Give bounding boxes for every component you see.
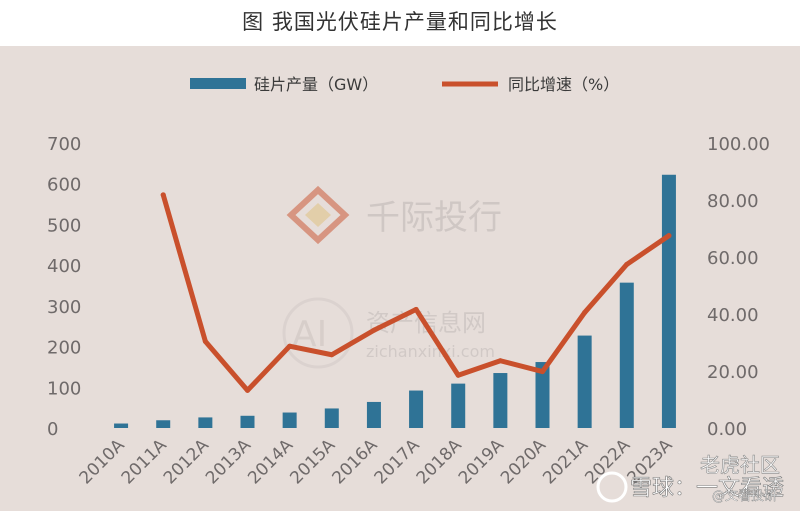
line-point bbox=[287, 343, 293, 349]
left-tick-label: 700 bbox=[47, 134, 81, 155]
watermark-logo-icon bbox=[286, 185, 350, 245]
x-tick-label: 2020A bbox=[497, 435, 550, 488]
line-point bbox=[540, 369, 545, 375]
x-tick-label: 2019A bbox=[455, 435, 508, 488]
legend-bar-label: 硅片产量（GW） bbox=[254, 75, 378, 94]
line-point bbox=[455, 372, 461, 378]
watermark-wenkan: @文看投研 bbox=[712, 488, 777, 504]
watermark-laohu: 老虎社区 bbox=[700, 453, 780, 477]
watermark-brand1: 千际投行 bbox=[366, 198, 502, 238]
bar bbox=[324, 408, 339, 428]
xueqiu-logo-icon bbox=[596, 471, 628, 503]
left-axis: 0 100 200 300 400 500 600 700 bbox=[47, 134, 81, 440]
line-series bbox=[160, 192, 672, 393]
watermark-zichan: AI 资产信息网 zichanxinxi.com bbox=[282, 297, 495, 369]
left-tick-label: 500 bbox=[47, 215, 81, 236]
chart-title: 图 我国光伏硅片产量和同比增长 bbox=[242, 10, 558, 34]
watermark-xueqiu: 雪球：一文看透 bbox=[630, 476, 784, 501]
x-tick-label: 2021A bbox=[539, 435, 592, 488]
line-point bbox=[202, 338, 208, 344]
corner-watermarks: 老虎社区 雪球：一文看透 @文看投研 bbox=[596, 453, 784, 504]
line-point bbox=[413, 306, 419, 312]
line-point bbox=[624, 261, 630, 267]
line-point bbox=[245, 387, 250, 393]
x-tick-label: 2016A bbox=[328, 435, 381, 488]
left-tick-label: 0 bbox=[47, 419, 58, 440]
legend-bar-swatch bbox=[190, 78, 246, 89]
bar bbox=[198, 417, 213, 428]
left-tick-label: 300 bbox=[47, 297, 81, 318]
x-tick-label: 2013A bbox=[202, 435, 255, 488]
bar bbox=[661, 174, 676, 428]
bar bbox=[409, 390, 424, 428]
bar bbox=[493, 373, 508, 428]
right-tick-label: 40.00 bbox=[707, 305, 759, 326]
left-tick-label: 100 bbox=[47, 378, 81, 399]
line-point bbox=[371, 327, 377, 333]
bar bbox=[240, 415, 255, 428]
x-tick-label: 2012A bbox=[160, 435, 213, 488]
title-bar: 图 我国光伏硅片产量和同比增长 bbox=[0, 0, 800, 46]
bar bbox=[366, 401, 381, 428]
right-tick-label: 20.00 bbox=[707, 362, 759, 383]
line-point bbox=[497, 358, 503, 364]
bar bbox=[535, 362, 550, 428]
left-tick-label: 200 bbox=[47, 338, 81, 359]
bar bbox=[156, 420, 171, 428]
watermark-logo-inner-icon bbox=[305, 203, 331, 227]
right-tick-label: 0.00 bbox=[707, 419, 747, 440]
x-tick-label: 2014A bbox=[244, 435, 297, 488]
x-tick-label: 2017A bbox=[371, 435, 424, 488]
watermark-ai-circle-icon bbox=[282, 297, 354, 369]
x-tick-label: 2022A bbox=[581, 435, 634, 488]
left-tick-label: 400 bbox=[47, 256, 81, 277]
right-tick-label: 60.00 bbox=[707, 248, 759, 269]
x-tick-label: 2011A bbox=[118, 435, 171, 488]
x-tick-label: 2015A bbox=[286, 435, 339, 488]
line-point bbox=[160, 192, 166, 198]
bar bbox=[114, 423, 129, 428]
right-tick-label: 80.00 bbox=[707, 191, 759, 212]
x-tick-label: 2018A bbox=[413, 435, 466, 488]
bar bbox=[282, 412, 297, 428]
left-tick-label: 600 bbox=[47, 175, 81, 196]
legend-line-label: 同比增速（%） bbox=[508, 75, 619, 94]
right-axis: 0.00 20.00 40.00 60.00 80.00 100.00 bbox=[707, 134, 770, 440]
x-tick-label: 2010A bbox=[76, 435, 129, 488]
right-tick-label: 100.00 bbox=[707, 134, 770, 155]
bar bbox=[451, 383, 466, 428]
legend: 硅片产量（GW） 同比增速（%） bbox=[190, 75, 619, 94]
line-point bbox=[582, 310, 588, 316]
x-axis: 2010A2011A2012A2013A2014A2015A2016A2017A… bbox=[76, 435, 677, 488]
bar bbox=[619, 282, 634, 428]
line-point bbox=[329, 352, 335, 358]
bar bbox=[577, 335, 592, 428]
watermark-brand2-url: zichanxinxi.com bbox=[366, 342, 495, 361]
watermark-qianji: 千际投行 bbox=[286, 185, 502, 245]
line-point bbox=[666, 233, 672, 239]
